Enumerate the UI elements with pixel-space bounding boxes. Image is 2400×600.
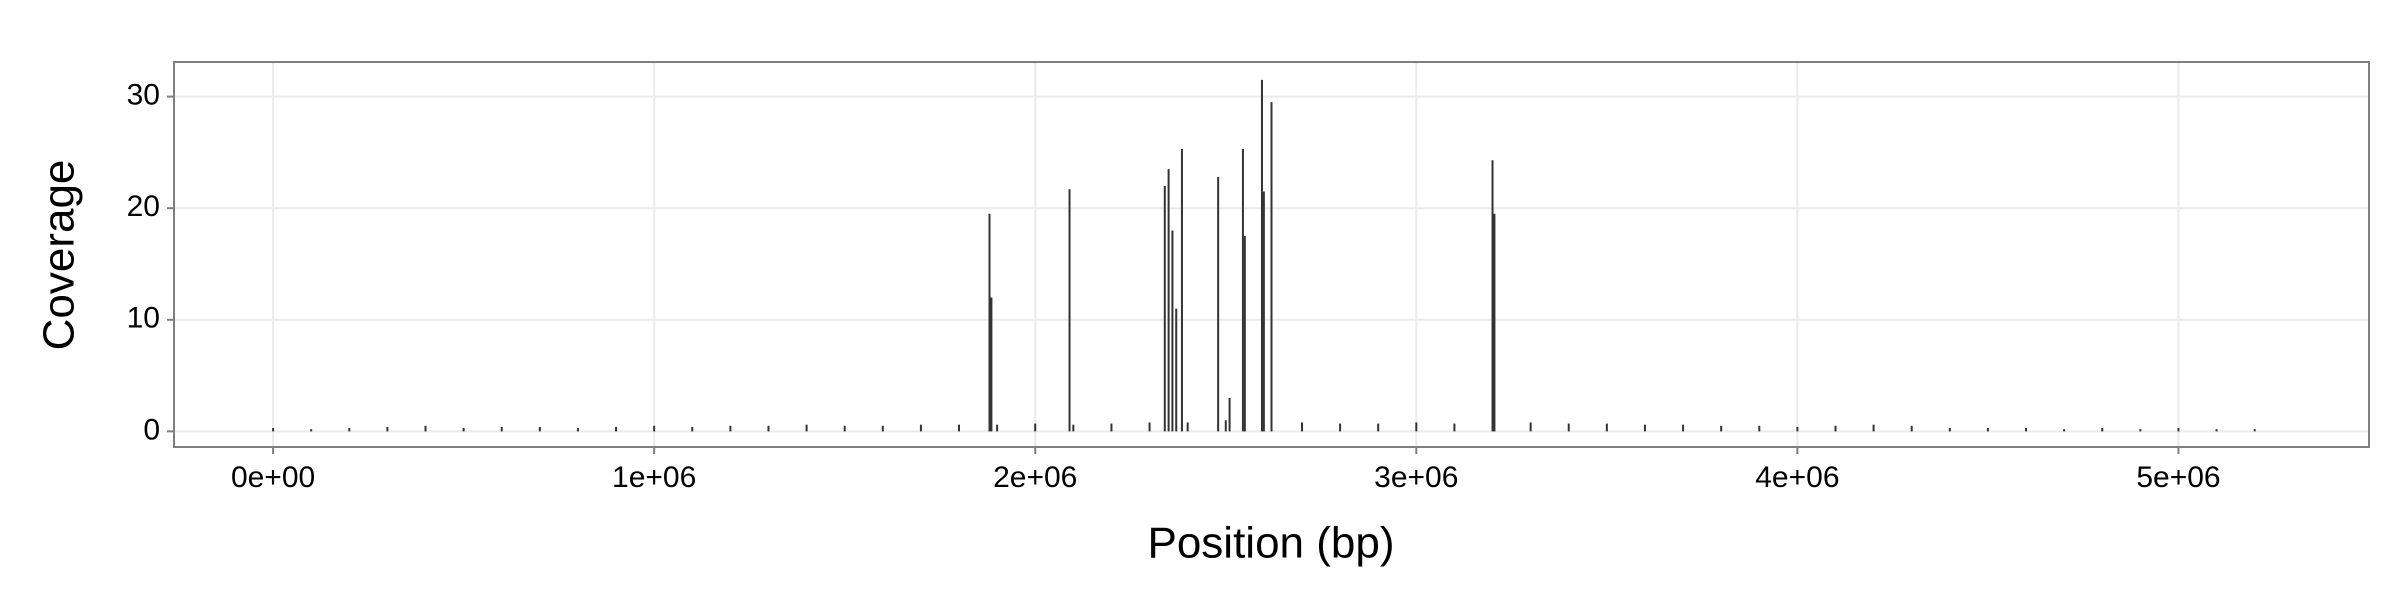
x-tick-label: 5e+06 [2136, 461, 2220, 494]
x-tick-label: 0e+00 [231, 461, 315, 494]
y-tick-label: 30 [127, 79, 160, 112]
y-axis-title: Coverage [35, 160, 84, 351]
x-tick-label: 4e+06 [1755, 461, 1839, 494]
y-tick-label: 20 [127, 190, 160, 223]
plot-border [173, 61, 2370, 448]
y-tick-label: 0 [143, 413, 160, 446]
x-tick-label: 2e+06 [993, 461, 1077, 494]
x-axis-title: Position (bp) [1147, 519, 1394, 568]
x-tick-label: 1e+06 [612, 461, 696, 494]
x-tick-label: 3e+06 [1374, 461, 1458, 494]
y-tick-label: 10 [127, 302, 160, 335]
